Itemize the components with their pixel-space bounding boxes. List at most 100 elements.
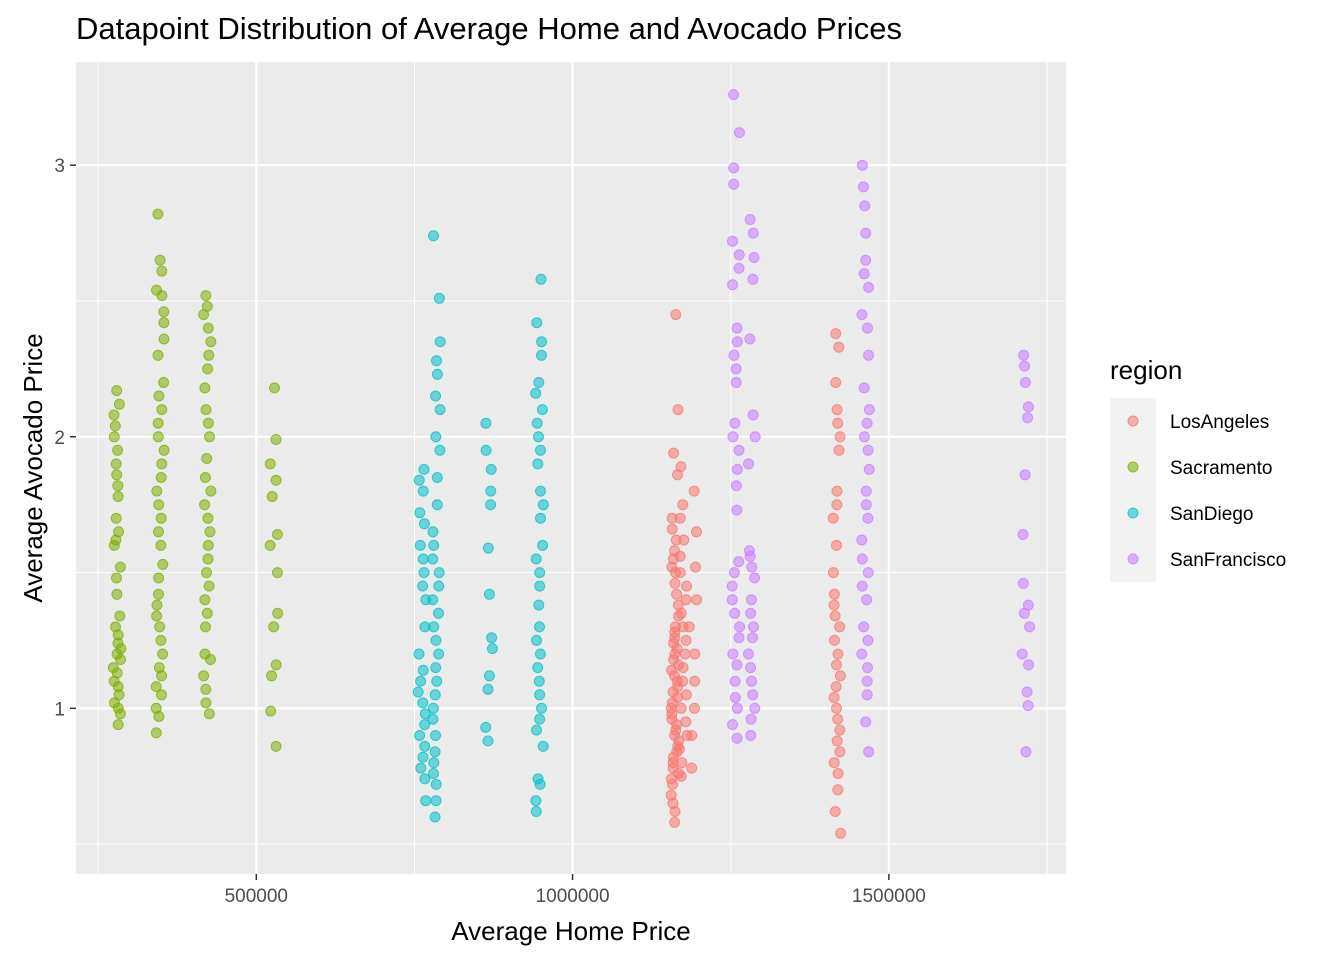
data-point <box>831 404 843 416</box>
data-point <box>430 431 442 443</box>
data-point <box>1023 659 1035 671</box>
data-point <box>151 610 163 622</box>
data-point <box>746 561 758 573</box>
data-point <box>691 526 702 538</box>
data-point <box>270 474 282 486</box>
data-point <box>1017 577 1029 589</box>
data-point <box>482 735 494 747</box>
data-point <box>486 643 498 655</box>
data-point <box>111 385 123 397</box>
data-point <box>158 444 170 456</box>
data-point <box>830 328 842 340</box>
data-point <box>153 526 164 538</box>
data-point <box>832 648 844 660</box>
data-point <box>831 659 842 671</box>
data-point <box>828 588 840 600</box>
data-point <box>156 265 168 277</box>
data-point <box>1019 360 1030 372</box>
data-point <box>748 252 760 263</box>
data-point <box>862 634 874 646</box>
data-point <box>730 377 742 388</box>
data-point <box>733 249 745 261</box>
data-point <box>745 662 757 674</box>
data-point <box>108 409 120 421</box>
data-point <box>414 507 426 519</box>
data-point <box>113 398 125 410</box>
data-point <box>272 607 284 619</box>
data-point <box>199 594 211 606</box>
data-point <box>413 474 425 486</box>
data-point <box>153 588 164 600</box>
data-point <box>536 404 548 416</box>
data-point <box>200 697 212 709</box>
data-point <box>271 567 283 579</box>
data-point <box>726 594 738 606</box>
data-point <box>674 567 686 579</box>
data-point <box>829 610 841 622</box>
data-point <box>668 447 680 459</box>
data-point <box>731 504 743 516</box>
data-point <box>828 599 840 611</box>
data-point <box>674 512 686 524</box>
data-point <box>413 648 425 660</box>
data-point <box>427 702 439 714</box>
data-point <box>114 561 126 573</box>
data-point <box>268 621 280 633</box>
data-point <box>157 558 169 570</box>
data-point <box>429 811 441 823</box>
data-point <box>675 770 687 782</box>
data-point <box>534 580 546 592</box>
y-tick-label: 1 <box>54 699 65 720</box>
data-point <box>832 768 844 779</box>
data-point <box>537 740 549 752</box>
data-point <box>831 539 842 551</box>
data-point <box>154 254 166 266</box>
data-point <box>414 730 426 741</box>
data-point <box>729 675 741 687</box>
data-point <box>747 632 758 644</box>
data-point <box>731 659 743 671</box>
data-point <box>534 648 546 660</box>
data-point <box>158 317 170 329</box>
legend-item-SanDiego: SanDiego <box>1110 490 1253 536</box>
data-point <box>535 485 546 497</box>
data-point <box>747 273 759 285</box>
data-point <box>482 683 494 695</box>
data-point <box>419 719 431 731</box>
data-point <box>535 444 546 456</box>
data-point <box>156 404 168 416</box>
data-point <box>265 705 277 717</box>
data-point <box>733 556 745 568</box>
data-point <box>203 349 215 361</box>
data-point <box>111 572 122 584</box>
data-point <box>418 567 430 579</box>
x-tick-label: 1500000 <box>852 886 926 907</box>
data-point <box>531 317 543 329</box>
data-point <box>431 355 442 367</box>
data-point <box>747 689 759 701</box>
data-point <box>430 730 441 741</box>
data-point <box>666 523 678 535</box>
data-point <box>483 670 495 682</box>
data-point <box>107 662 119 674</box>
data-point <box>861 675 873 687</box>
data-point <box>428 539 440 551</box>
data-point <box>729 692 741 703</box>
series-SanDiego <box>412 230 549 823</box>
data-point <box>419 708 431 720</box>
data-point <box>835 827 847 839</box>
data-point <box>733 262 745 274</box>
data-point <box>203 708 215 720</box>
data-point <box>743 458 754 470</box>
data-point <box>418 518 430 530</box>
data-point <box>203 580 215 592</box>
data-point <box>833 444 845 456</box>
data-point <box>434 404 446 416</box>
data-point <box>200 290 212 302</box>
minor-gridlines <box>76 62 1066 874</box>
data-point <box>537 499 549 511</box>
data-point <box>158 333 170 345</box>
data-point <box>111 469 123 481</box>
data-point <box>680 716 692 728</box>
data-point <box>863 349 875 361</box>
